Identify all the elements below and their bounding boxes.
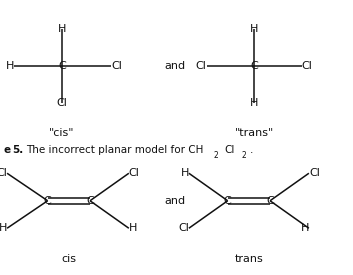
Text: C: C [224,196,232,206]
Text: H: H [180,168,189,178]
Text: H: H [6,61,14,71]
Text: H: H [129,223,137,233]
Text: Cl: Cl [56,98,67,108]
Text: Cl: Cl [0,168,7,178]
Text: .: . [250,145,253,155]
Text: C: C [44,196,52,206]
Text: "trans": "trans" [234,128,274,138]
Text: 2: 2 [242,152,246,160]
Text: 5.: 5. [12,145,24,155]
Text: Cl: Cl [302,61,313,71]
Text: H: H [58,24,66,34]
Text: H: H [250,98,258,108]
Text: and: and [164,196,185,206]
Text: H: H [300,223,309,233]
Text: C: C [266,196,274,206]
Text: C: C [250,61,258,71]
Text: The incorrect planar model for CH: The incorrect planar model for CH [26,145,204,155]
Text: H: H [0,223,7,233]
Text: C: C [86,196,94,206]
Text: "cis": "cis" [49,128,74,138]
Text: Cl: Cl [309,168,320,178]
Text: and: and [164,61,185,71]
Text: H: H [250,24,258,34]
Text: Cl: Cl [196,61,207,71]
Text: Cl: Cl [111,61,122,71]
Text: 2: 2 [214,152,218,160]
Text: Cl: Cl [224,145,234,155]
Text: cis: cis [61,254,76,263]
Text: e: e [4,145,11,155]
Text: C: C [58,61,66,71]
Text: trans: trans [234,254,263,263]
Text: Cl: Cl [129,168,140,178]
Text: Cl: Cl [178,223,189,233]
